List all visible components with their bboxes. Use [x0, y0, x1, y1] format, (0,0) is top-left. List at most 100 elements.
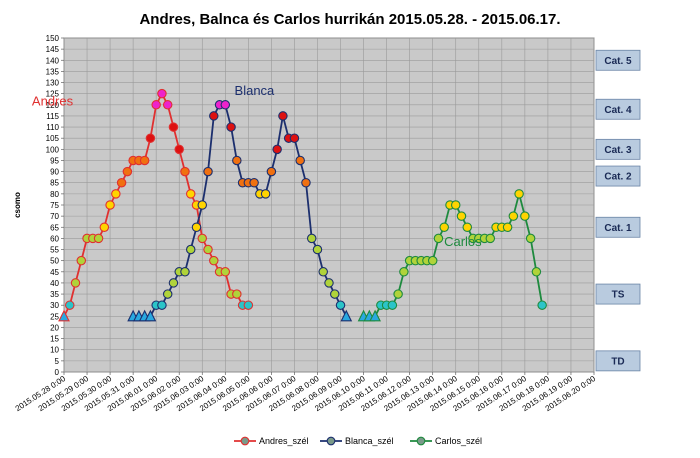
data-point — [209, 255, 219, 266]
series-labels: Andres Blanca Carlos — [32, 83, 482, 249]
category-band-box — [595, 283, 641, 305]
data-point — [70, 278, 81, 288]
data-point — [301, 177, 311, 188]
data-point — [278, 111, 288, 121]
data-point — [168, 122, 179, 132]
data-point — [520, 211, 530, 221]
y-tick-label: 110 — [46, 123, 59, 132]
data-point — [537, 300, 547, 310]
category-bands: Cat. 5 Cat. 4 Cat. 3 Cat. 2 Cat. 1 TS TD — [595, 49, 641, 372]
data-point — [439, 222, 449, 233]
data-point — [99, 222, 110, 233]
data-point — [220, 267, 231, 277]
series-name-label: Andres — [32, 94, 74, 109]
data-point — [312, 244, 323, 255]
y-axis-title: csomo — [13, 192, 22, 218]
y-tick-label: 45 — [50, 268, 59, 277]
data-point — [111, 189, 121, 199]
data-point — [456, 211, 467, 221]
data-point — [197, 233, 208, 244]
y-tick-label: 145 — [46, 45, 60, 54]
legend-marker — [240, 436, 250, 446]
data-point — [191, 222, 202, 233]
data-point — [185, 189, 196, 199]
y-tick-label: 95 — [50, 156, 59, 165]
data-point — [151, 100, 161, 110]
data-point — [514, 189, 524, 199]
data-point — [122, 166, 133, 177]
data-point — [209, 111, 219, 121]
data-point — [260, 189, 271, 199]
data-point — [266, 166, 277, 177]
category-band-label: Cat. 1 — [604, 223, 632, 234]
data-point — [197, 200, 208, 210]
y-tick-label: 115 — [46, 112, 59, 121]
y-tick-label: 80 — [50, 190, 59, 199]
data-point — [203, 244, 213, 255]
data-point — [306, 233, 317, 244]
y-tick-label: 60 — [50, 234, 59, 243]
data-point — [139, 155, 150, 166]
y-tick-label: 150 — [46, 34, 60, 43]
legend-item[interactable]: Blanca_szél — [320, 436, 394, 446]
data-point — [180, 166, 190, 177]
y-tick-label: 30 — [50, 301, 59, 310]
category-band-box — [595, 165, 641, 187]
data-point — [157, 300, 167, 310]
data-point — [220, 100, 231, 110]
y-tick-label: 85 — [50, 179, 59, 188]
y-tick-label: 120 — [46, 101, 60, 110]
data-point — [232, 289, 242, 299]
legend-item[interactable]: Andres_szél — [234, 436, 309, 446]
y-tick-label: 25 — [50, 312, 59, 321]
legend-marker — [416, 436, 426, 446]
legend[interactable]: Andres_szél Blanca_szél Carlos_szél — [234, 436, 482, 446]
data-point — [272, 144, 282, 155]
data-point — [93, 233, 104, 244]
data-point — [249, 177, 259, 188]
data-point — [144, 309, 157, 322]
data-point — [324, 278, 334, 288]
category-band-box — [595, 49, 641, 71]
y-tick-label: 125 — [46, 90, 60, 99]
legend-label: Blanca_szél — [345, 436, 394, 446]
y-tick-label: 55 — [50, 246, 59, 255]
category-band-label: Cat. 5 — [604, 56, 632, 67]
category-band-label: Cat. 3 — [604, 145, 632, 156]
data-point — [162, 289, 173, 299]
data-point — [369, 309, 381, 322]
data-point — [243, 300, 254, 310]
data-point — [180, 267, 190, 277]
chart-title: Andres, Balnca és Carlos hurrikán 2015.0… — [139, 11, 560, 28]
y-axis: 0 5 10 15 20 25 30 35 40 45 50 55 60 65 70 75 80 85 90 95 10… — [46, 34, 64, 377]
data-point — [162, 100, 173, 110]
data-point — [393, 289, 403, 299]
data-point — [58, 309, 70, 322]
y-tick-label: 100 — [46, 145, 60, 154]
data-point — [335, 300, 346, 310]
category-band-label: TS — [612, 290, 625, 301]
data-point — [232, 155, 242, 166]
y-tick-label: 0 — [55, 368, 60, 377]
series-andres — [58, 88, 254, 322]
y-tick-label: 105 — [46, 134, 60, 143]
data-point — [185, 244, 196, 255]
y-tick-label: 5 — [55, 357, 60, 366]
data-point — [508, 211, 519, 221]
data-point — [174, 144, 184, 155]
data-point — [502, 222, 513, 233]
category-band-label: Cat. 2 — [604, 172, 632, 183]
legend-label: Carlos_szél — [435, 436, 482, 446]
legend-item[interactable]: Carlos_szél — [410, 436, 482, 446]
series-blanca — [127, 100, 353, 322]
y-tick-label: 135 — [46, 67, 60, 76]
category-band-box — [595, 98, 641, 120]
data-point — [65, 300, 75, 310]
data-point — [433, 233, 444, 244]
data-point — [145, 133, 156, 143]
y-tick-label: 130 — [46, 79, 60, 88]
data-point — [525, 233, 536, 244]
category-band-box — [595, 350, 641, 372]
